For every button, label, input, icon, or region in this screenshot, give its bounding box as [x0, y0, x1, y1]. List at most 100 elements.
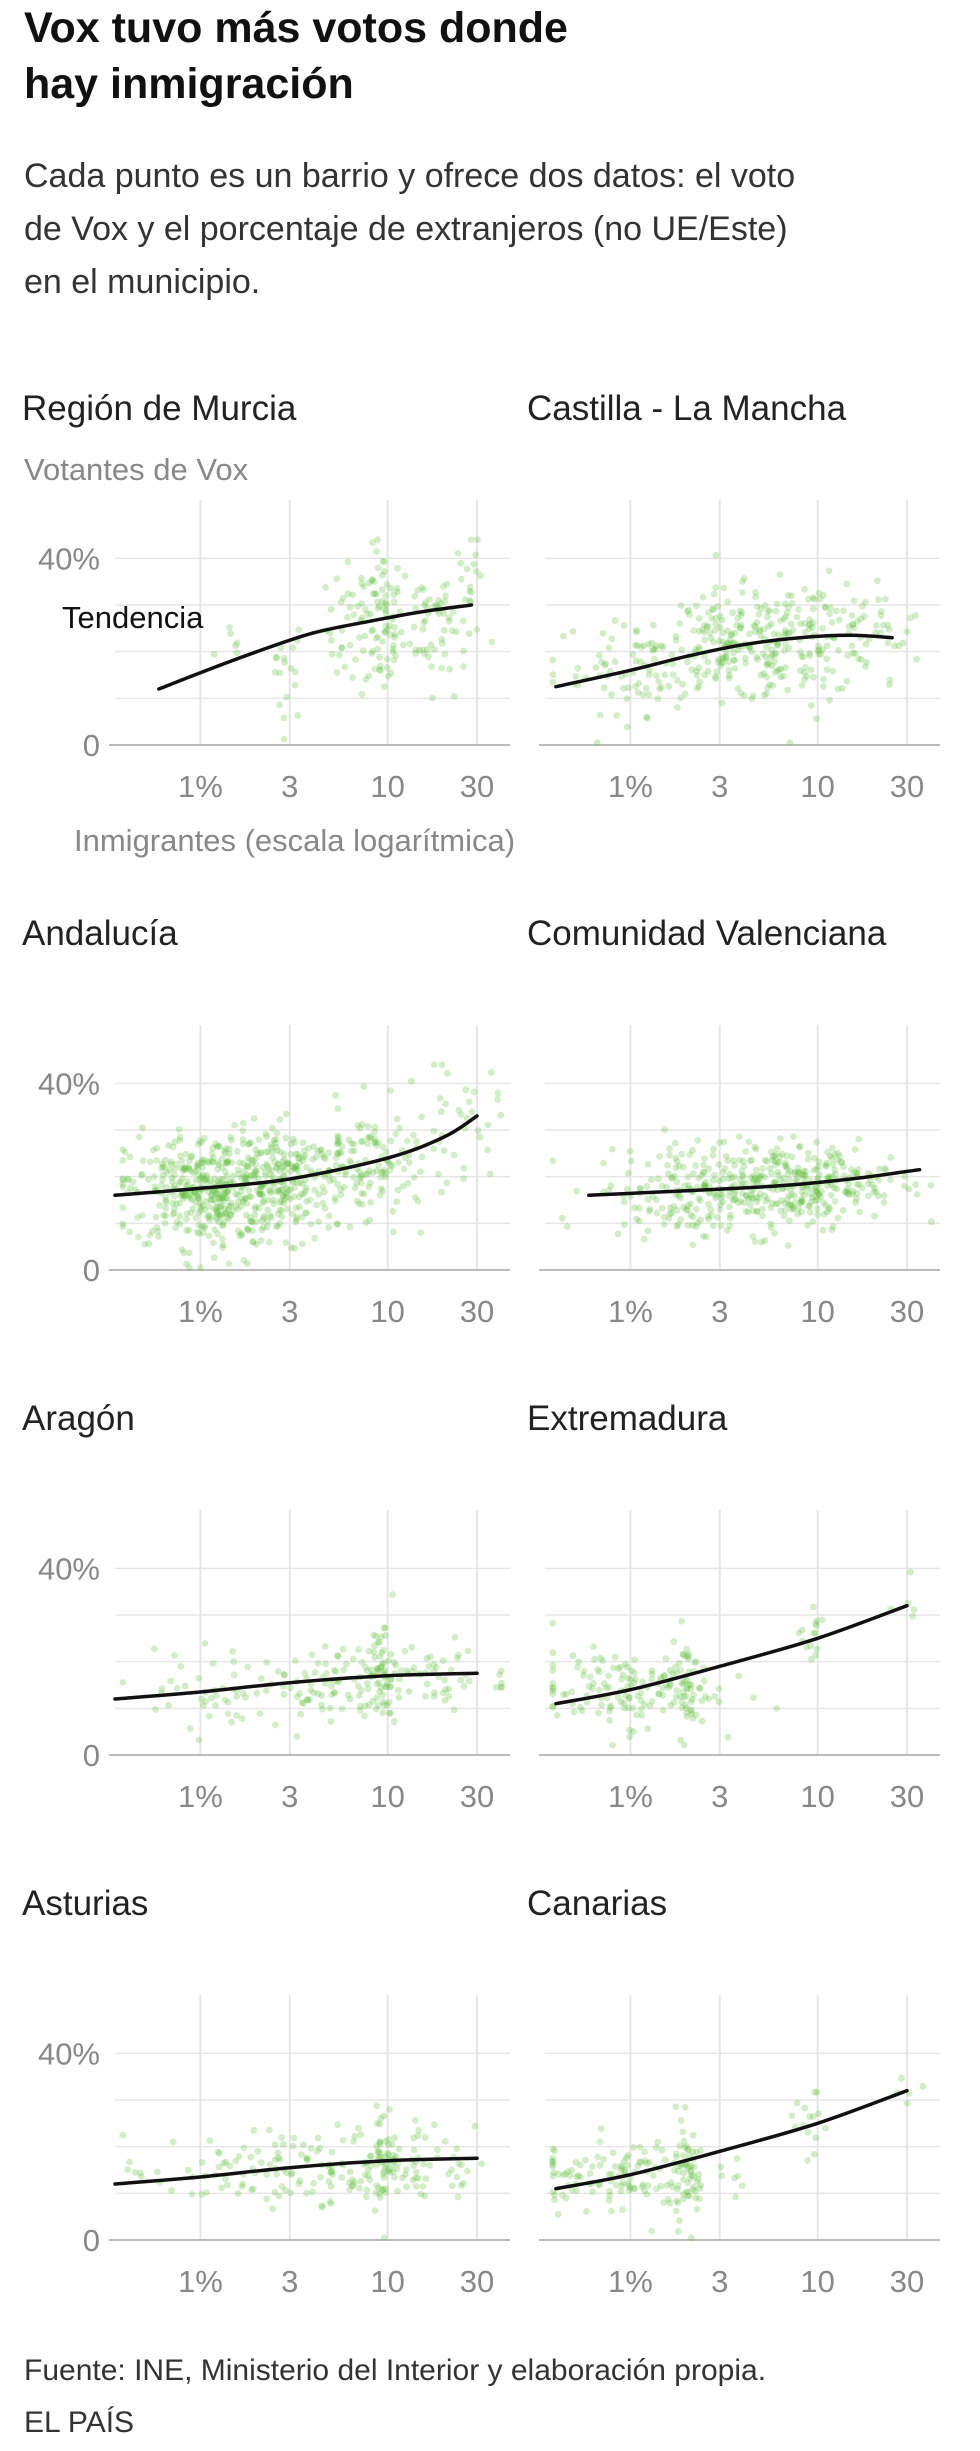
- data-point: [465, 1677, 473, 1685]
- data-point: [274, 1210, 282, 1218]
- data-point: [731, 1194, 739, 1202]
- data-point: [276, 1206, 284, 1214]
- data-point: [787, 620, 795, 628]
- data-point: [488, 1069, 495, 1076]
- data-point: [826, 610, 833, 618]
- data-point: [296, 1159, 304, 1166]
- data-point: [621, 1221, 628, 1228]
- data-point: [205, 1188, 212, 1196]
- data-point: [232, 642, 240, 649]
- data-point: [643, 1183, 651, 1190]
- data-point: [694, 1137, 702, 1144]
- data-point: [672, 2207, 680, 2215]
- data-point: [464, 2167, 471, 2175]
- data-point: [695, 1174, 702, 1182]
- data-point: [278, 1213, 286, 1220]
- data-point: [380, 683, 388, 690]
- data-point: [287, 2189, 294, 2197]
- data-point: [692, 1223, 700, 1230]
- data-point: [273, 2170, 281, 2178]
- data-point: [646, 1702, 654, 1710]
- data-point: [333, 669, 341, 676]
- data-point: [762, 1198, 770, 1205]
- data-point: [633, 628, 640, 636]
- data-point: [399, 2174, 406, 2182]
- data-point: [458, 2161, 465, 2169]
- data-point: [618, 2182, 626, 2189]
- data-point: [264, 1206, 272, 1214]
- data-point: [801, 1172, 809, 1180]
- data-point: [610, 1664, 617, 1672]
- data-point: [248, 1218, 256, 1225]
- data-point: [784, 630, 792, 637]
- data-point: [327, 606, 335, 613]
- data-point: [839, 1207, 847, 1214]
- data-point: [425, 653, 432, 661]
- data-point: [659, 644, 667, 651]
- data-point: [277, 1148, 285, 1156]
- data-point: [216, 1142, 224, 1150]
- data-point: [437, 1108, 445, 1116]
- data-point: [206, 2137, 214, 2145]
- data-point: [614, 1693, 622, 1701]
- data-point: [754, 1176, 762, 1183]
- data-point: [282, 1110, 290, 1118]
- data-point: [782, 639, 789, 647]
- data-point: [320, 1154, 328, 1161]
- data-point: [330, 1666, 338, 1674]
- data-point: [232, 1190, 240, 1198]
- data-point: [783, 1164, 791, 1172]
- data-point: [177, 1178, 184, 1186]
- data-point: [223, 1188, 231, 1196]
- data-point: [344, 590, 352, 598]
- data-point: [438, 1188, 445, 1196]
- data-point: [819, 624, 826, 632]
- x-tick-label: 30: [460, 1294, 494, 1329]
- data-point: [337, 598, 345, 606]
- x-tick-label: 3: [281, 1779, 298, 1814]
- data-point: [264, 1196, 272, 1204]
- data-point: [195, 1736, 203, 1744]
- data-point: [389, 1591, 396, 1598]
- data-point: [258, 1226, 266, 1233]
- data-point: [244, 1162, 252, 1170]
- data-point: [814, 647, 822, 655]
- data-point: [244, 1175, 252, 1182]
- data-point: [637, 1705, 645, 1713]
- data-point: [430, 1145, 438, 1152]
- data-point: [730, 656, 738, 664]
- data-point: [460, 1682, 468, 1690]
- data-point: [182, 1163, 190, 1171]
- data-point: [767, 1224, 775, 1231]
- data-point: [844, 652, 852, 659]
- data-point: [881, 1164, 889, 1172]
- data-point: [773, 1705, 780, 1712]
- trend-line: [113, 2156, 479, 2186]
- data-point: [347, 1159, 355, 1167]
- data-point: [599, 1657, 606, 1664]
- data-point: [377, 1684, 385, 1692]
- data-point: [363, 2186, 371, 2194]
- data-point: [756, 1174, 764, 1181]
- data-point: [616, 1663, 624, 1671]
- data-point: [421, 617, 429, 625]
- data-point: [384, 2167, 392, 2174]
- data-point: [319, 1184, 327, 1191]
- data-point: [119, 1204, 127, 1211]
- data-point: [666, 1681, 674, 1689]
- data-point: [155, 1233, 162, 1240]
- data-point: [168, 1174, 176, 1182]
- data-point: [338, 627, 346, 634]
- data-point: [199, 1171, 207, 1179]
- data-point: [345, 1136, 353, 1144]
- y-tick-label: 40%: [38, 541, 100, 576]
- data-point: [247, 1193, 255, 1200]
- data-point: [225, 1150, 233, 1158]
- data-point: [248, 1159, 256, 1167]
- data-point: [295, 626, 302, 634]
- data-point: [649, 621, 657, 629]
- data-point: [776, 1176, 784, 1184]
- data-point: [390, 598, 398, 606]
- data-point: [124, 1176, 132, 1184]
- data-point: [848, 642, 856, 650]
